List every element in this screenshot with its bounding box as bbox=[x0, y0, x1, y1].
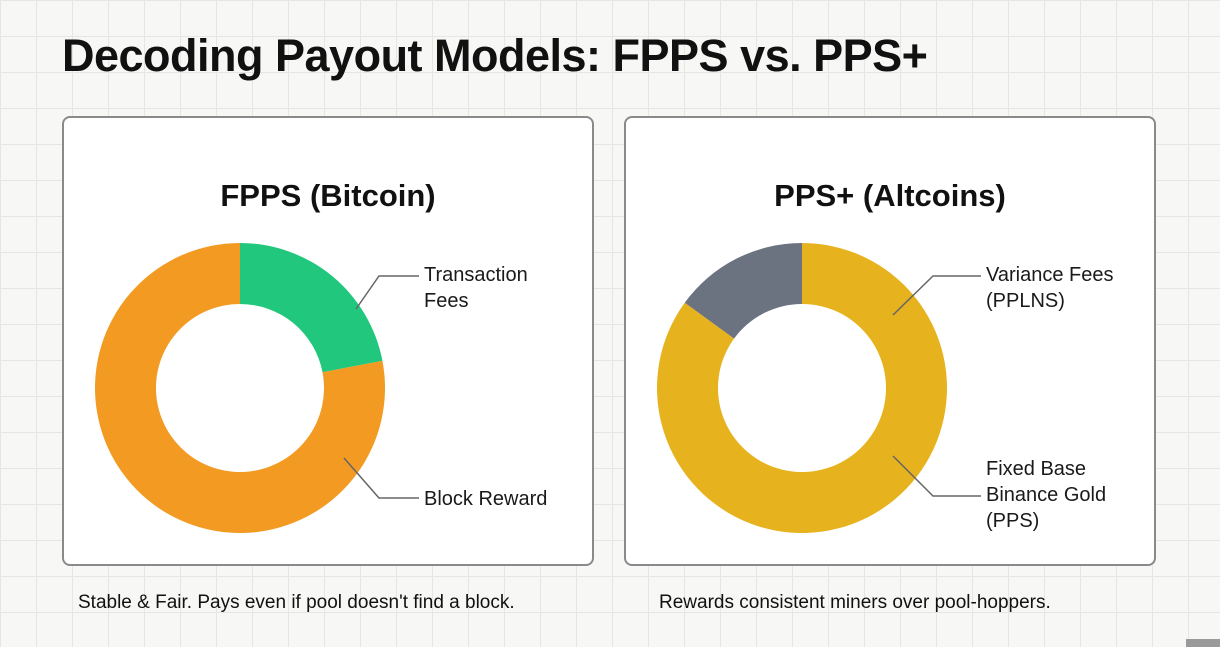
slice-transaction-fees bbox=[240, 243, 383, 373]
slice-fixed-base-binance-gold-pps bbox=[657, 243, 947, 533]
slice-variance-fees-pplns bbox=[684, 243, 802, 339]
fpps-chart-panel: FPPS (Bitcoin) Transaction Fees Block Rewa… bbox=[62, 116, 594, 566]
slice-block-reward bbox=[94, 243, 385, 533]
leader-line-block-reward bbox=[343, 457, 419, 499]
fpps-donut-chart: Transaction Fees Block Reward bbox=[94, 243, 547, 533]
leader-line-fixed-base-binance-gold-pps bbox=[892, 455, 981, 497]
page-title: Decoding Payout Models: FPPS vs. PPS+ bbox=[62, 30, 928, 81]
label-fixed-base-binance-gold-pps: Fixed Base Binance Gold (PPS) bbox=[986, 458, 1106, 532]
label-block-reward: Block Reward bbox=[424, 488, 547, 510]
pps-plus-chart-panel: PPS+ (Altcoins) Variance Fees (PPLNS) Fixe… bbox=[624, 116, 1156, 566]
corner-mark bbox=[1186, 639, 1220, 647]
leader-line-transaction-fees bbox=[355, 275, 419, 310]
label-variance-fees-pplns: Variance Fees (PPLNS) bbox=[986, 264, 1113, 312]
fpps-caption: Stable & Fair. Pays even if pool doesn't… bbox=[78, 592, 515, 613]
fpps-chart-title: FPPS (Bitcoin) bbox=[220, 178, 436, 213]
pps-plus-chart-title: PPS+ (Altcoins) bbox=[774, 178, 1006, 213]
pps-plus-donut-chart: Variance Fees (PPLNS) Fixed Base Binance Go… bbox=[657, 243, 1113, 533]
pps-plus-caption: Rewards consistent miners over pool-hopp… bbox=[659, 592, 1051, 613]
leader-line-variance-fees-pplns bbox=[892, 275, 981, 316]
label-transaction-fees: Transaction Fees bbox=[424, 264, 528, 312]
